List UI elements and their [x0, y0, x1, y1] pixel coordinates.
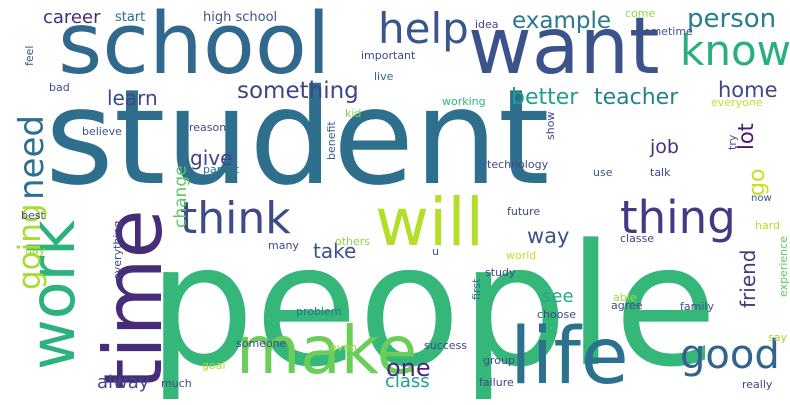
- word-everyone: everyone: [711, 96, 763, 109]
- word-live: live: [374, 70, 394, 83]
- word-everything: everything: [111, 220, 124, 280]
- word-success: success: [424, 339, 468, 352]
- word-classe: classe: [620, 232, 655, 245]
- word-sometime: sometime: [638, 25, 693, 38]
- word-know: know: [680, 26, 790, 75]
- word-high-school: high school: [203, 10, 278, 25]
- word-hard: hard: [755, 219, 781, 232]
- word-change: change: [171, 165, 191, 228]
- word-help: help: [378, 4, 469, 53]
- word-give: give: [190, 146, 233, 170]
- word-day: day: [25, 244, 46, 257]
- word-better: better: [511, 85, 579, 110]
- word-first: first: [470, 278, 483, 301]
- word-way: way: [527, 224, 570, 248]
- word-future: future: [507, 205, 541, 218]
- word-failure: failure: [479, 376, 514, 389]
- word-person: person: [687, 4, 777, 34]
- word-friend: friend: [736, 249, 760, 309]
- word-now: now: [751, 193, 772, 204]
- word-important: important: [361, 49, 416, 62]
- word-study: study: [485, 266, 516, 279]
- word-really: really: [742, 378, 773, 391]
- word-talk: talk: [650, 166, 671, 179]
- word-others: others: [335, 235, 371, 248]
- word-group: group: [483, 354, 515, 367]
- word-lot: lot: [734, 123, 758, 150]
- word-experience: experience: [777, 236, 790, 297]
- word-start: start: [115, 10, 146, 25]
- word-will: will: [375, 184, 484, 261]
- word-many: many: [268, 239, 299, 252]
- word-life: life: [510, 312, 629, 402]
- word-career: career: [43, 7, 101, 28]
- word-learn: learn: [107, 86, 158, 110]
- word-one: one: [386, 354, 431, 382]
- word-best: best: [21, 209, 45, 222]
- word-make: make: [236, 312, 418, 389]
- word-parent: parent: [203, 163, 240, 176]
- word-class: class: [385, 371, 430, 392]
- word-family: family: [680, 300, 714, 313]
- word-agree: agree: [611, 299, 643, 312]
- word-people: people: [148, 208, 718, 404]
- word-see: see: [542, 286, 574, 307]
- word-problem: problem: [296, 305, 342, 318]
- word-need: need: [12, 115, 52, 200]
- word-alway: alway: [97, 372, 150, 393]
- word-something: something: [237, 78, 359, 104]
- word-home: home: [718, 78, 778, 102]
- word-bad: bad: [49, 81, 70, 94]
- word-technology: technology: [487, 158, 549, 171]
- word-teacher: teacher: [594, 85, 679, 110]
- word-school: school: [58, 0, 331, 94]
- word-take: take: [313, 239, 357, 263]
- word-working: working: [442, 95, 486, 108]
- word-benefit: benefit: [325, 121, 338, 160]
- word-someone: someone: [236, 337, 287, 350]
- word-example: example: [512, 8, 611, 34]
- word-goal: goal: [202, 359, 226, 372]
- word-thing: thing: [620, 191, 736, 244]
- word-good: good: [680, 332, 780, 378]
- word-choose: choose: [537, 308, 576, 321]
- word-say: say: [768, 331, 787, 344]
- word-job: job: [650, 136, 679, 158]
- word-reason: reason: [189, 121, 227, 134]
- word-come: come: [625, 7, 656, 20]
- word-try: try: [726, 134, 739, 150]
- word-much: much: [161, 377, 192, 390]
- word-want: want: [468, 2, 660, 92]
- word-world: world: [506, 249, 537, 262]
- word-able: able: [613, 291, 637, 304]
- word-believe: believe: [82, 125, 122, 138]
- word-use: use: [593, 166, 613, 179]
- word-u: u: [432, 245, 439, 258]
- word-time: time: [87, 209, 180, 390]
- word-even: even: [330, 341, 358, 354]
- word-think: think: [180, 193, 291, 244]
- word-idea: idea: [475, 18, 499, 31]
- word-go: go: [745, 168, 770, 196]
- word-kid: kid: [345, 107, 362, 120]
- word-feel: feel: [23, 45, 36, 66]
- word-student: student: [45, 61, 550, 215]
- word-show: show: [544, 111, 557, 140]
